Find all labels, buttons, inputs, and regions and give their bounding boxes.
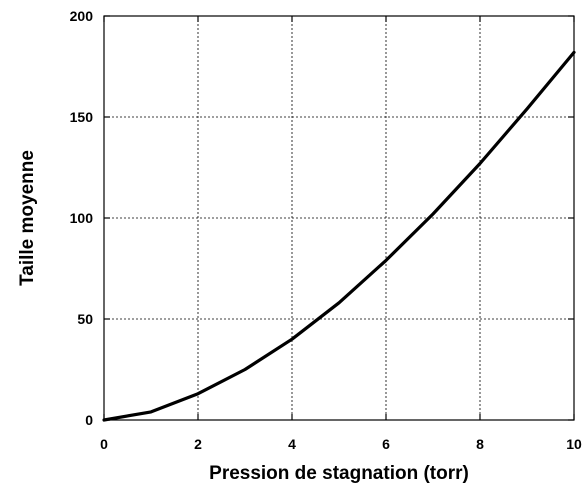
y-axis-title: Taille moyenne (17, 150, 38, 286)
x-tick-label-1: 2 (194, 436, 202, 452)
series-layer (102, 50, 576, 422)
y-tick-label-2: 100 (70, 210, 94, 226)
y-tick-labels: 0 50 100 150 200 (70, 8, 94, 428)
x-tick-labels: 0 2 4 6 8 10 (100, 436, 582, 452)
y-tick-label-4: 200 (70, 8, 94, 24)
x-tick-label-0: 0 (100, 436, 108, 452)
x-tick-label-4: 8 (476, 436, 484, 452)
y-tick-label-1: 50 (77, 311, 93, 327)
x-tick-label-2: 4 (288, 436, 296, 452)
series-line-0 (102, 50, 576, 422)
ticks (103, 15, 575, 421)
plot-frame (103, 15, 575, 421)
x-tick-label-3: 6 (382, 436, 390, 452)
y-tick-label-3: 150 (70, 109, 94, 125)
grid (104, 16, 574, 420)
y-tick-label-0: 0 (85, 412, 93, 428)
x-axis-title: Pression de stagnation (torr) (209, 463, 469, 484)
x-tick-label-5: 10 (566, 436, 582, 452)
